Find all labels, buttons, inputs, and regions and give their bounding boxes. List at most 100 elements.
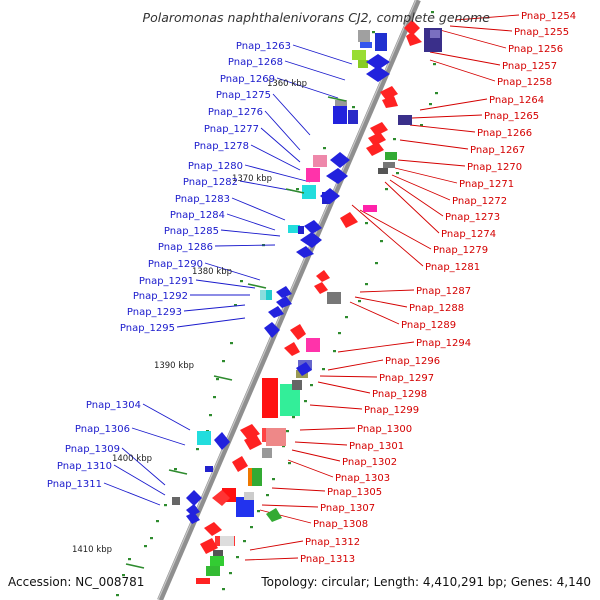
gene-block: [302, 185, 316, 199]
leader-line: [389, 179, 444, 217]
gene-label-left: Pnap_1276: [208, 107, 263, 118]
gene-block: [327, 292, 341, 304]
leader-line: [359, 209, 432, 250]
leader-line: [291, 449, 341, 462]
leader-line: [244, 164, 311, 183]
minor-tick: [304, 400, 307, 403]
scale-tick-label: 1370 kbp: [232, 174, 272, 184]
leader-line: [271, 487, 326, 492]
minor-tick: [209, 414, 212, 417]
gene-label-left: Pnap_1309: [65, 444, 120, 455]
gene-features: [172, 20, 442, 584]
gene-block: [352, 50, 366, 60]
gene-label-left: Pnap_1282: [183, 177, 238, 188]
gene-label-right: Pnap_1272: [452, 196, 507, 207]
scale-tick-line: [285, 188, 305, 194]
gene-label-left: Pnap_1268: [228, 57, 283, 68]
leader-line: [214, 244, 276, 247]
gene-label-right: Pnap_1270: [467, 162, 522, 173]
gene-arrow: [276, 286, 292, 298]
minor-tick: [396, 172, 399, 175]
gene-block: [360, 42, 372, 48]
gene-block: [213, 550, 223, 558]
minor-tick: [365, 283, 368, 286]
minor-tick: [393, 138, 396, 141]
gene-label-right: Pnap_1274: [441, 229, 496, 240]
minor-tick: [229, 572, 232, 575]
minor-tick: [174, 468, 177, 471]
gene-block: [383, 162, 395, 168]
gene-label-left: Pnap_1263: [236, 41, 291, 52]
gene-arrow: [382, 96, 398, 108]
gene-label-right: Pnap_1281: [425, 262, 480, 273]
leader-line: [220, 229, 281, 237]
gene-block: [358, 30, 370, 42]
minor-tick: [352, 106, 355, 109]
minor-tick: [128, 558, 131, 561]
minor-tick: [236, 556, 239, 559]
leader-line: [244, 557, 299, 561]
gene-arrow: [266, 508, 282, 522]
gene-arrow: [316, 270, 330, 282]
gene-arrow: [204, 522, 222, 536]
minor-tick: [144, 545, 147, 548]
minor-tick: [116, 594, 119, 597]
minor-tick: [213, 396, 216, 399]
scale-ticks: 1360 kbp 1370 kbp 1380 kbp 1390 kbp 1400 kbp…: [72, 79, 347, 569]
leader-line: [249, 540, 304, 551]
scale-tick-label: 1390 kbp: [154, 361, 194, 371]
minor-tick: [257, 510, 260, 513]
minor-tick: [156, 520, 159, 523]
minor-tick: [230, 342, 233, 345]
gene-arrow: [186, 504, 200, 516]
leader-line: [391, 174, 451, 201]
minor-tick: [380, 240, 383, 243]
minor-tick: [385, 188, 388, 191]
minor-tick: [282, 445, 285, 448]
gene-block: [280, 384, 300, 416]
minor-tick: [122, 574, 125, 577]
gene-arrow: [264, 322, 280, 338]
gene-arrow: [244, 434, 262, 450]
leader-line: [284, 60, 346, 81]
leader-line: [337, 341, 415, 353]
leader-line: [351, 204, 424, 267]
gene-label-left: Pnap_1283: [175, 194, 230, 205]
gene-label-left: Pnap_1284: [170, 210, 225, 221]
gene-label-right: Pnap_1289: [401, 320, 456, 331]
minor-tick: [216, 378, 219, 381]
gene-label-left: Pnap_1304: [86, 400, 141, 411]
accession-text: Accession: NC_008781: [8, 575, 144, 589]
minor-tick: [222, 360, 225, 363]
leader-line: [454, 14, 520, 21]
gene-label-right: Pnap_1271: [459, 179, 514, 190]
gene-label-left: Pnap_1306: [75, 424, 130, 435]
leader-line: [113, 464, 166, 496]
gene-arrow: [300, 232, 322, 248]
gene-arrow: [366, 54, 390, 70]
gene-label-right: Pnap_1312: [305, 537, 360, 548]
leader-line: [439, 29, 507, 49]
gene-block: [313, 155, 327, 167]
gene-label-left: Pnap_1310: [57, 461, 112, 472]
gene-arrow: [406, 32, 422, 46]
scale-tick-label: 1380 kbp: [192, 267, 232, 277]
gene-label-right: Pnap_1266: [477, 128, 532, 139]
leader-line: [409, 124, 476, 133]
minor-tick: [222, 588, 225, 591]
gene-arrow: [186, 512, 200, 524]
leader-line: [419, 98, 488, 111]
leader-line: [183, 304, 246, 312]
leader-line: [231, 197, 286, 221]
gene-arrow: [268, 306, 284, 318]
leader-line: [394, 167, 458, 184]
gene-arrow: [304, 220, 322, 234]
scale-tick-line: [327, 96, 347, 102]
gene-label-right: Pnap_1305: [327, 487, 382, 498]
leader-line: [397, 159, 466, 167]
leader-line: [449, 25, 513, 32]
gene-block: [292, 380, 302, 390]
minor-tick: [338, 332, 341, 335]
gene-block: [333, 106, 347, 124]
gene-block: [335, 100, 347, 106]
